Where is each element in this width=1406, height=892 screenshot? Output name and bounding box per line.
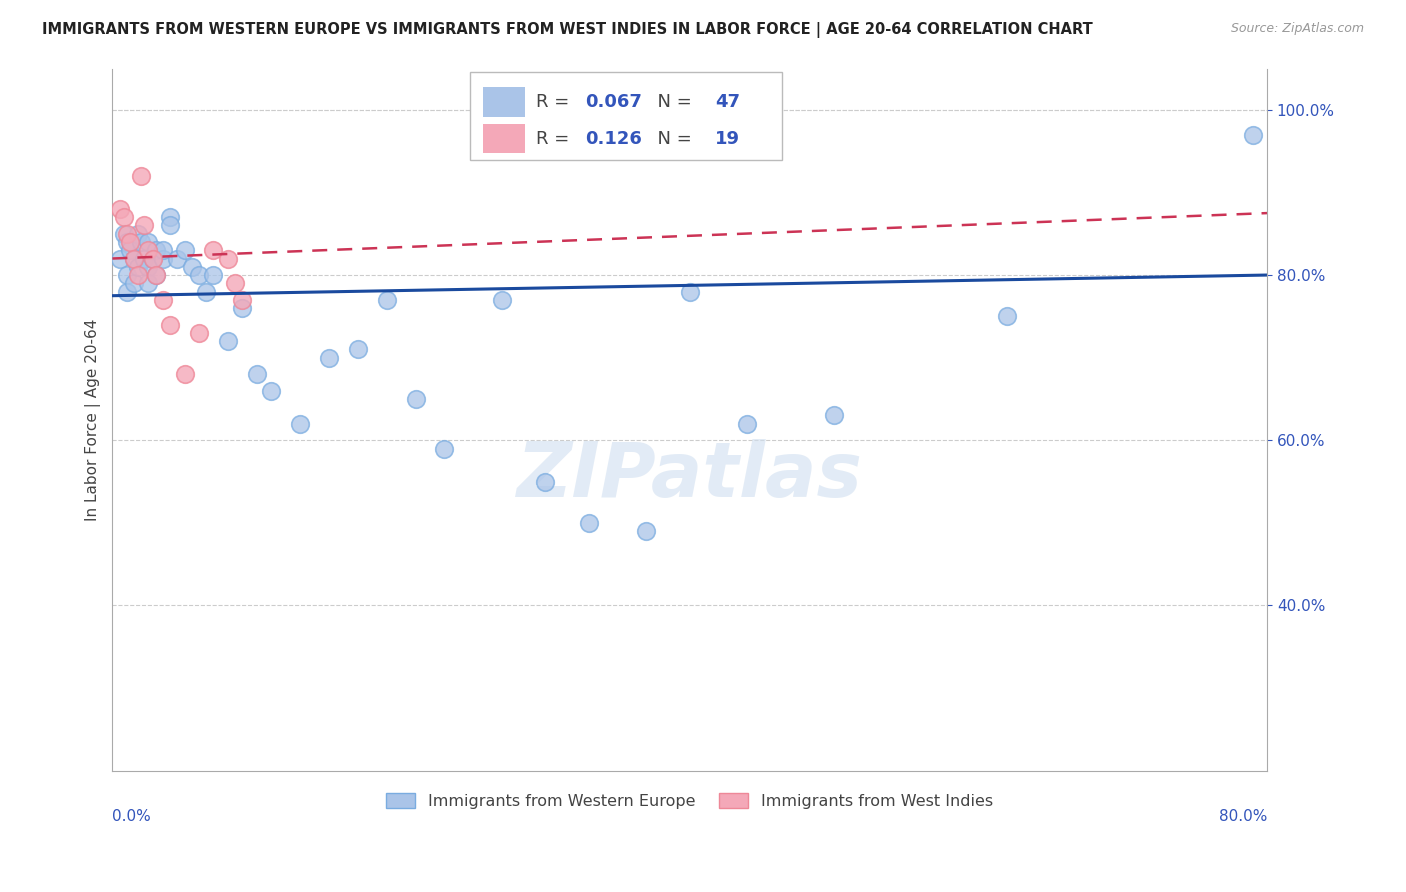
Text: 80.0%: 80.0% [1219,809,1267,824]
Point [636,524,658,538]
Point [195,285,218,299]
Point [138,277,160,291]
Point [217,334,239,348]
Text: 19: 19 [716,129,740,147]
Legend: Immigrants from Western Europe, Immigrants from West Indies: Immigrants from Western Europe, Immigran… [380,787,1000,815]
Point [166,252,188,266]
Point [346,343,368,357]
Point [231,293,253,307]
FancyBboxPatch shape [484,124,524,153]
Point [288,417,311,431]
Text: N =: N = [645,129,697,147]
Point [823,409,845,423]
Point [118,244,141,258]
Point [159,318,181,332]
Point [578,516,600,530]
Text: Source: ZipAtlas.com: Source: ZipAtlas.com [1230,22,1364,36]
Point [433,442,456,456]
Point [142,252,165,266]
Y-axis label: In Labor Force | Age 20-64: In Labor Force | Age 20-64 [86,318,101,521]
Point [134,252,156,266]
Point [217,252,239,266]
Point [108,202,131,216]
Point [115,285,138,299]
Point [173,244,195,258]
Point [202,268,225,282]
Text: 0.067: 0.067 [585,93,641,112]
Point [534,475,557,489]
Point [152,244,174,258]
Point [138,260,160,274]
Point [145,268,167,282]
Point [180,260,202,274]
Point [127,260,149,274]
Point [152,252,174,266]
Point [145,244,167,258]
Point [1241,128,1264,142]
Point [188,326,211,340]
Text: ZIPatlas: ZIPatlas [517,439,863,513]
Point [129,169,152,183]
Point [679,285,702,299]
Point [142,252,165,266]
Point [115,268,138,282]
Point [127,268,149,282]
Point [159,211,181,225]
Point [138,235,160,249]
Text: R =: R = [536,93,575,112]
FancyBboxPatch shape [471,72,782,160]
Point [134,219,156,233]
Point [231,301,253,315]
Text: 0.0%: 0.0% [112,809,152,824]
FancyBboxPatch shape [484,87,524,117]
Point [122,252,145,266]
Point [145,268,167,282]
Point [115,227,138,241]
Point [112,211,135,225]
Point [318,351,340,365]
Point [224,277,246,291]
Text: N =: N = [645,93,697,112]
Point [138,244,160,258]
Point [152,293,174,307]
Point [127,227,149,241]
Point [246,367,269,381]
Point [737,417,759,431]
Point [260,384,283,398]
Point [491,293,513,307]
Point [159,219,181,233]
Point [173,367,195,381]
Point [118,235,141,249]
Point [122,277,145,291]
Text: IMMIGRANTS FROM WESTERN EUROPE VS IMMIGRANTS FROM WEST INDIES IN LABOR FORCE | A: IMMIGRANTS FROM WESTERN EUROPE VS IMMIGR… [42,22,1092,38]
Point [122,252,145,266]
Point [129,235,152,249]
Point [115,235,138,249]
Point [375,293,398,307]
Text: R =: R = [536,129,575,147]
Text: 47: 47 [716,93,740,112]
Point [202,244,225,258]
Point [995,310,1018,324]
Point [405,392,427,406]
Text: 0.126: 0.126 [585,129,641,147]
Point [188,268,211,282]
Point [112,227,135,241]
Point [108,252,131,266]
